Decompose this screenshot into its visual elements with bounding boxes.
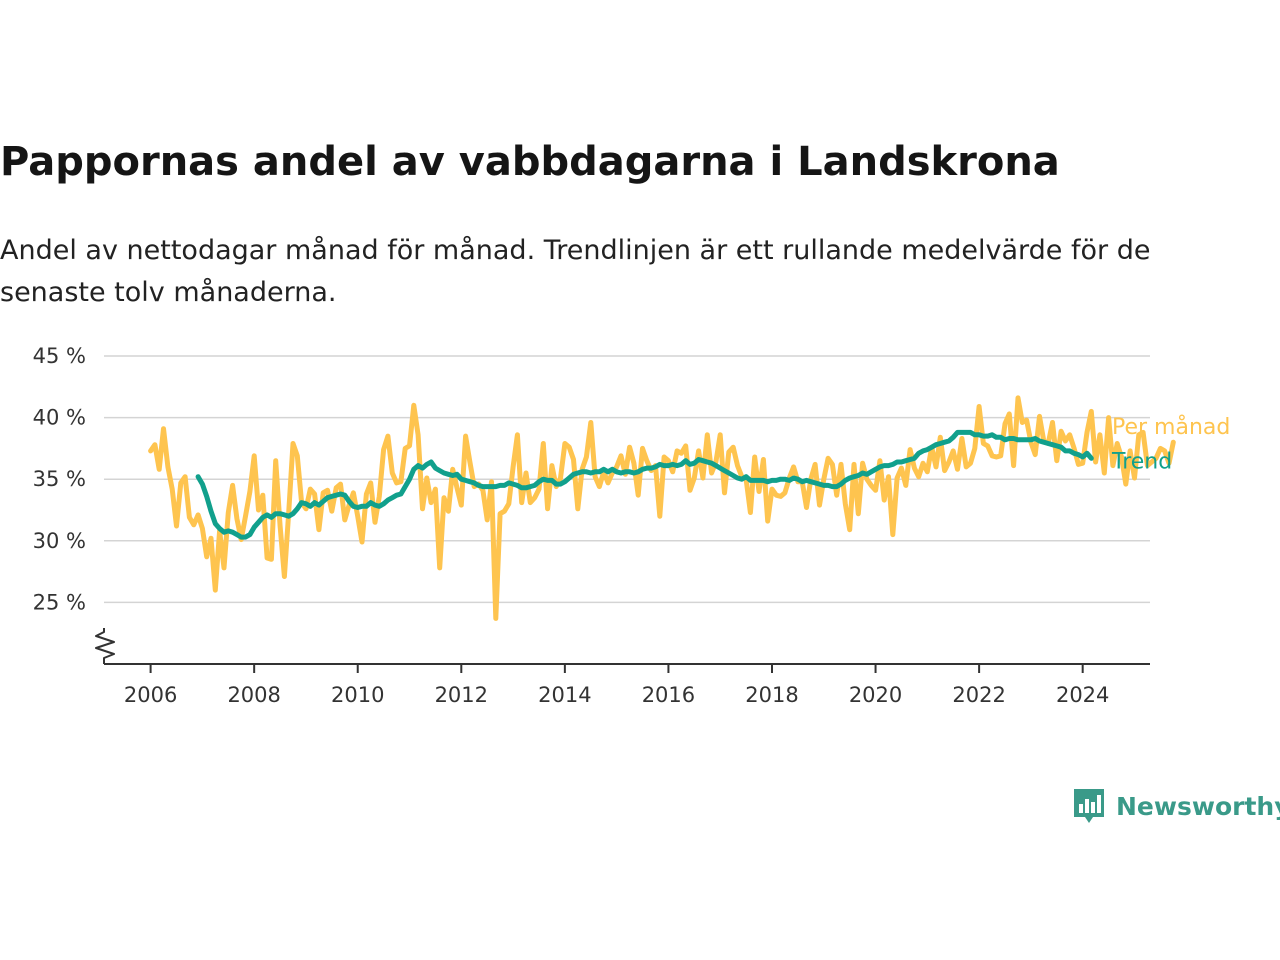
x-tick-label: 2018 [745,683,798,707]
x-tick-label: 2014 [538,683,591,707]
newsworthy-logo-icon [1074,789,1104,823]
legend-label-trend: Trend [1111,449,1172,474]
y-tick-label: 30 % [33,529,86,553]
chart-title: Pappornas andel av vabbdagarna i Landskr… [0,139,1060,185]
x-tick-label: 2008 [227,683,280,707]
legend-label-per-manad: Per månad [1112,414,1230,440]
y-axis-break-icon [95,628,115,664]
gridlines [104,355,1150,604]
y-tick-label: 25 % [33,590,86,614]
x-tick-label: 2012 [435,683,488,707]
y-tick-label: 45 % [33,344,86,368]
x-axis-ticks: 2006 2008 2010 2012 2014 2016 2018 2020 2022 2024 [124,664,1109,707]
x-tick-label: 2006 [124,683,177,707]
x-tick-label: 2016 [642,683,695,707]
chart-subtitle: Andel av nettodagar månad för månad. Tre… [0,235,1151,308]
brand-name: Newsworthy [1116,791,1280,821]
series-line-per-manad [148,395,1176,621]
series-line-trend [195,429,1094,540]
x-tick-label: 2020 [849,683,902,707]
y-axis: 25 % 30 % 35 % 40 % 45 % [33,344,86,614]
x-tick-label: 2024 [1056,683,1109,707]
legend: Per månad Trend [1111,414,1230,474]
x-tick-label: 2010 [331,683,384,707]
y-tick-label: 40 % [33,406,86,430]
x-axis [95,628,1150,665]
brand-logo: Newsworthy [1072,784,1280,828]
y-tick-label: 35 % [33,467,86,491]
series [148,395,1176,621]
x-tick-label: 2022 [952,683,1005,707]
